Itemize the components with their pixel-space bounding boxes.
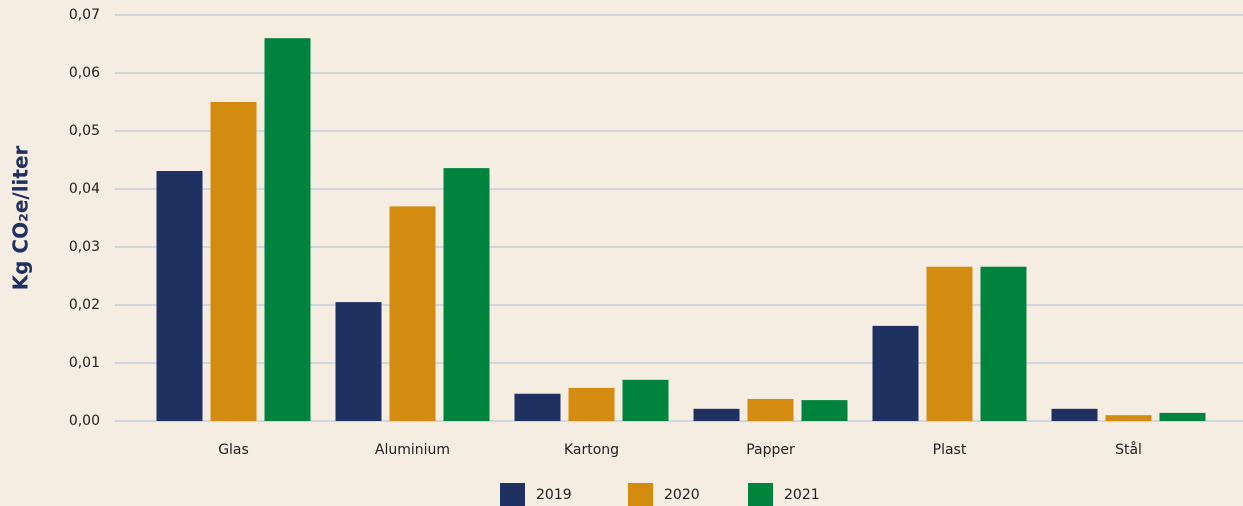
y-tick-label: 0,02 [69, 297, 100, 313]
y-tick-label: 0,05 [69, 123, 100, 139]
bar [264, 38, 311, 421]
x-tick-label: Papper [746, 442, 795, 458]
y-tick-label: 0,06 [69, 65, 100, 81]
x-tick-label: Stål [1115, 441, 1142, 458]
y-tick-label: 0,04 [69, 181, 100, 197]
legend-swatch [500, 483, 525, 506]
bar [1159, 412, 1206, 421]
bar [926, 266, 973, 421]
bar [801, 400, 848, 421]
bar [156, 171, 203, 421]
legend-label: 2021 [784, 487, 820, 503]
bar [622, 379, 669, 421]
bar [389, 206, 436, 421]
x-tick-label: Aluminium [375, 442, 450, 458]
y-axis-label: Kg CO₂e/liter [9, 145, 33, 290]
legend-swatch [628, 483, 653, 506]
legend-swatch [748, 483, 773, 506]
y-tick-label: 0,00 [69, 413, 100, 429]
bar [443, 168, 490, 421]
bar [980, 266, 1027, 421]
x-tick-label: Kartong [564, 442, 619, 458]
bar [1105, 415, 1152, 421]
legend-label: 2019 [536, 487, 572, 503]
bar [514, 393, 561, 421]
bar [747, 398, 794, 421]
legend-label: 2020 [664, 487, 700, 503]
bar [872, 325, 919, 421]
y-tick-label: 0,03 [69, 239, 100, 255]
bar [693, 408, 740, 421]
bar [1051, 408, 1098, 421]
y-tick-label: 0,01 [69, 355, 100, 371]
bar [335, 302, 382, 421]
bar [568, 387, 615, 421]
bar [210, 102, 257, 421]
x-tick-label: Plast [933, 442, 967, 458]
y-tick-label: 0,07 [69, 7, 100, 23]
x-tick-label: Glas [218, 442, 249, 458]
